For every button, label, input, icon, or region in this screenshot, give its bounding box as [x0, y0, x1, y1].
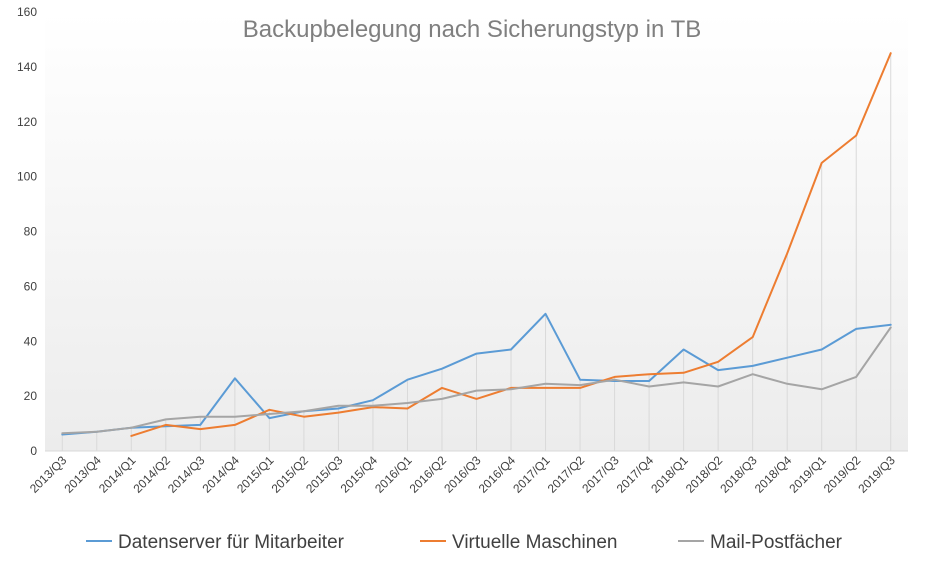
x-tick-label: 2018/Q1	[648, 453, 691, 496]
x-tick-label: 2014/Q2	[130, 453, 173, 496]
x-tick-label: 2015/Q4	[338, 453, 381, 496]
legend-label: Datenserver für Mitarbeiter	[118, 532, 345, 553]
x-tick-label: 2019/Q1	[786, 453, 829, 496]
x-tick-label: 2018/Q3	[717, 453, 760, 496]
x-tick-label: 2014/Q4	[200, 453, 243, 496]
chart-title: Backupbelegung nach Sicherungstyp in TB	[243, 16, 702, 43]
x-tick-label: 2016/Q4	[476, 453, 519, 496]
x-tick-label: 2018/Q2	[683, 453, 726, 496]
drop-lines	[61, 53, 892, 451]
x-tick-label: 2014/Q3	[165, 453, 208, 496]
x-tick-label: 2013/Q3	[27, 453, 70, 496]
x-tick-label: 2019/Q2	[821, 453, 864, 496]
legend: Datenserver für Mitarbeiter Virtuelle Mas…	[86, 532, 843, 553]
x-tick-label: 2016/Q2	[407, 453, 450, 496]
x-tick-label: 2015/Q2	[269, 453, 312, 496]
x-tick-label: 2013/Q4	[61, 453, 104, 496]
x-tick-label: 2017/Q1	[510, 453, 553, 496]
x-axis: 2013/Q32013/Q42014/Q12014/Q22014/Q32014/…	[27, 453, 898, 496]
series-line-1	[61, 312, 892, 436]
x-tick-label: 2016/Q1	[372, 453, 415, 496]
x-tick-label: 2015/Q3	[303, 453, 346, 496]
y-tick-label: 100	[17, 170, 37, 184]
x-tick-label: 2016/Q3	[441, 453, 484, 496]
y-tick-label: 140	[17, 60, 37, 74]
y-tick-label: 160	[17, 5, 37, 19]
legend-label: Mail-Postfächer	[710, 532, 843, 553]
x-tick-label: 2019/Q3	[855, 453, 898, 496]
x-tick-label: 2015/Q1	[234, 453, 277, 496]
x-tick-label: 2017/Q2	[545, 453, 588, 496]
legend-label: Virtuelle Maschinen	[452, 532, 617, 553]
y-tick-label: 20	[24, 389, 38, 403]
series-lines	[61, 52, 892, 437]
series-line-3	[61, 326, 892, 435]
y-tick-label: 120	[17, 115, 37, 129]
y-axis: 0 20 40 60 80 100 120 140 160	[17, 5, 37, 458]
x-tick-label: 2017/Q4	[614, 453, 657, 496]
y-tick-label: 0	[30, 444, 37, 458]
x-tick-label: 2017/Q3	[579, 453, 622, 496]
y-tick-label: 60	[24, 279, 38, 293]
x-tick-label: 2014/Q1	[96, 453, 139, 496]
y-tick-label: 40	[24, 334, 38, 348]
x-tick-label: 2018/Q4	[752, 453, 795, 496]
y-tick-label: 80	[24, 225, 38, 239]
